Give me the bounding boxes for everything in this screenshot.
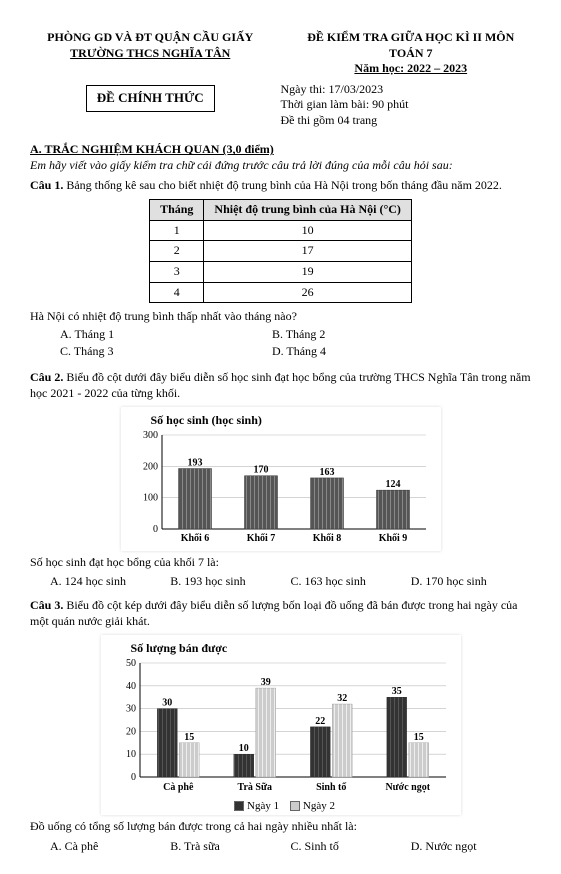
svg-text:Cà phê: Cà phê: [163, 782, 194, 793]
svg-text:193: 193: [187, 457, 202, 468]
q2-choices: A. 124 học sinh B. 193 học sinh C. 163 h…: [50, 574, 531, 590]
q1-choices: A. Tháng 1 B. Tháng 2 C. Tháng 3 D. Thán…: [60, 327, 531, 362]
svg-text:0: 0: [131, 772, 136, 783]
table-row: 110: [150, 220, 412, 241]
exam-info: Ngày thi: 17/03/2023 Thời gian làm bài: …: [281, 82, 532, 129]
q1-label: Câu 1.: [30, 178, 63, 192]
q3-chart: Số lượng bán được 0 10 20 30 40 50 30 15 Cà phê 1…: [101, 635, 461, 815]
svg-text:Sinh tố: Sinh tố: [316, 782, 347, 793]
header-left: PHÒNG GD VÀ ĐT QUẬN CẦU GIẤY TRƯỜNG THCS…: [30, 30, 270, 77]
svg-text:22: 22: [315, 716, 325, 727]
legend-sq-2: [290, 801, 300, 811]
q3-d: D. Nước ngọt: [411, 839, 531, 855]
svg-text:35: 35: [391, 686, 401, 697]
q3-c: C. Sinh tố: [291, 839, 411, 855]
official-badge: ĐỀ CHÍNH THỨC: [86, 85, 215, 112]
q2-a: A. 124 học sinh: [50, 574, 170, 590]
header: PHÒNG GD VÀ ĐT QUẬN CẦU GIẤY TRƯỜNG THCS…: [30, 30, 531, 77]
q1-d: D. Tháng 4: [272, 344, 484, 360]
year-line: Năm học: 2022 – 2023: [291, 61, 531, 77]
legend2: Ngày 2: [303, 800, 335, 812]
badge-wrap: ĐỀ CHÍNH THỨC: [30, 85, 270, 112]
q2-chart-title: Số học sinh (học sinh): [151, 413, 441, 429]
q1: Câu 1. Bảng thống kê sau cho biết nhiệt …: [30, 178, 531, 194]
q2-c: C. 163 học sinh: [291, 574, 411, 590]
legend1: Ngày 1: [247, 800, 279, 812]
q1-c: C. Tháng 3: [60, 344, 272, 360]
svg-text:163: 163: [319, 467, 334, 478]
exam-line: ĐỀ KIỂM TRA GIỮA HỌC KÌ II MÔN TOÁN 7: [291, 30, 531, 61]
exam-date: Ngày thi: 17/03/2023: [281, 82, 532, 98]
q1-b: B. Tháng 2: [272, 327, 484, 343]
svg-text:Nước ngọt: Nước ngọt: [385, 782, 430, 793]
svg-text:50: 50: [126, 658, 136, 669]
q3-legend: Ngày 1 Ngày 2: [101, 799, 461, 813]
q2-b: B. 193 học sinh: [170, 574, 290, 590]
svg-text:39: 39: [260, 677, 270, 688]
q1-table: Tháng Nhiệt độ trung bình của Hà Nội (°C…: [149, 199, 412, 303]
svg-text:32: 32: [337, 693, 347, 704]
exam-duration: Thời gian làm bài: 90 phút: [281, 97, 532, 113]
table-row: 217: [150, 241, 412, 262]
svg-text:15: 15: [184, 732, 194, 743]
q2-chart-svg: 0 100 200 300 193 Khối 6 170 Khối 7 163 Khối 8 124…: [126, 429, 436, 549]
q2-ask: Số học sinh đạt học bổng của khối 7 là:: [30, 555, 531, 571]
svg-text:100: 100: [143, 492, 158, 503]
q1-text: Bảng thống kê sau cho biết nhiệt độ trun…: [66, 178, 502, 192]
q3-text: Biểu đồ cột kép dưới đây biểu diễn số lư…: [30, 598, 517, 628]
svg-text:0: 0: [153, 524, 158, 535]
school-line: TRƯỜNG THCS NGHĨA TÂN: [30, 46, 270, 62]
q3-choices: A. Cà phê B. Trà sữa C. Sinh tố D. Nước …: [50, 839, 531, 855]
svg-text:Trà Sữa: Trà Sữa: [237, 782, 271, 793]
section-a-title: A. TRẮC NGHIỆM KHÁCH QUAN (3,0 điểm): [30, 142, 531, 158]
svg-text:30: 30: [162, 697, 172, 708]
q3-ask: Đồ uống có tổng số lượng bán được trong …: [30, 819, 531, 835]
q2-label: Câu 2.: [30, 370, 63, 384]
svg-text:Khối 9: Khối 9: [378, 533, 407, 544]
svg-text:Khối 8: Khối 8: [312, 533, 341, 544]
q3-chart-title: Số lượng bán được: [131, 641, 461, 657]
svg-text:10: 10: [238, 743, 248, 754]
svg-text:Khối 7: Khối 7: [246, 533, 275, 544]
svg-text:124: 124: [385, 479, 400, 490]
q3-a: A. Cà phê: [50, 839, 170, 855]
svg-text:30: 30: [126, 703, 136, 714]
q1-a: A. Tháng 1: [60, 327, 272, 343]
q1-th2: Nhiệt độ trung bình của Hà Nội (°C): [204, 200, 412, 221]
table-row: 426: [150, 282, 412, 303]
q3-b: B. Trà sữa: [170, 839, 290, 855]
svg-text:170: 170: [253, 464, 268, 475]
q2-chart: Số học sinh (học sinh) 0 100 200 300 193 Khối…: [121, 407, 441, 551]
dept-line: PHÒNG GD VÀ ĐT QUẬN CẦU GIẤY: [30, 30, 270, 46]
svg-text:15: 15: [413, 732, 423, 743]
q2-text: Biểu đồ cột dưới đây biểu diễn số học si…: [30, 370, 531, 400]
svg-text:300: 300: [143, 430, 158, 441]
svg-text:10: 10: [126, 749, 136, 760]
exam-pages: Đề thi gồm 04 trang: [281, 113, 532, 129]
table-row: 319: [150, 262, 412, 283]
q1-th1: Tháng: [150, 200, 204, 221]
section-a-instr: Em hãy viết vào giấy kiểm tra chữ cái đứ…: [30, 158, 531, 174]
legend-sq-1: [234, 801, 244, 811]
q3-chart-svg: 0 10 20 30 40 50 30 15 Cà phê 10 39 Trà Sữa 22 32 Sinh…: [106, 657, 456, 797]
q3: Câu 3. Biểu đồ cột kép dưới đây biểu diễ…: [30, 598, 531, 629]
svg-text:20: 20: [126, 726, 136, 737]
header-right: ĐỀ KIỂM TRA GIỮA HỌC KÌ II MÔN TOÁN 7 Nă…: [291, 30, 531, 77]
svg-text:200: 200: [143, 461, 158, 472]
svg-text:Khối 6: Khối 6: [180, 533, 209, 544]
svg-text:40: 40: [126, 681, 136, 692]
q2: Câu 2. Biểu đồ cột dưới đây biểu diễn số…: [30, 370, 531, 401]
q1-ask: Hà Nội có nhiệt độ trung bình thấp nhất …: [30, 309, 531, 325]
q3-label: Câu 3.: [30, 598, 63, 612]
q2-d: D. 170 học sinh: [411, 574, 531, 590]
